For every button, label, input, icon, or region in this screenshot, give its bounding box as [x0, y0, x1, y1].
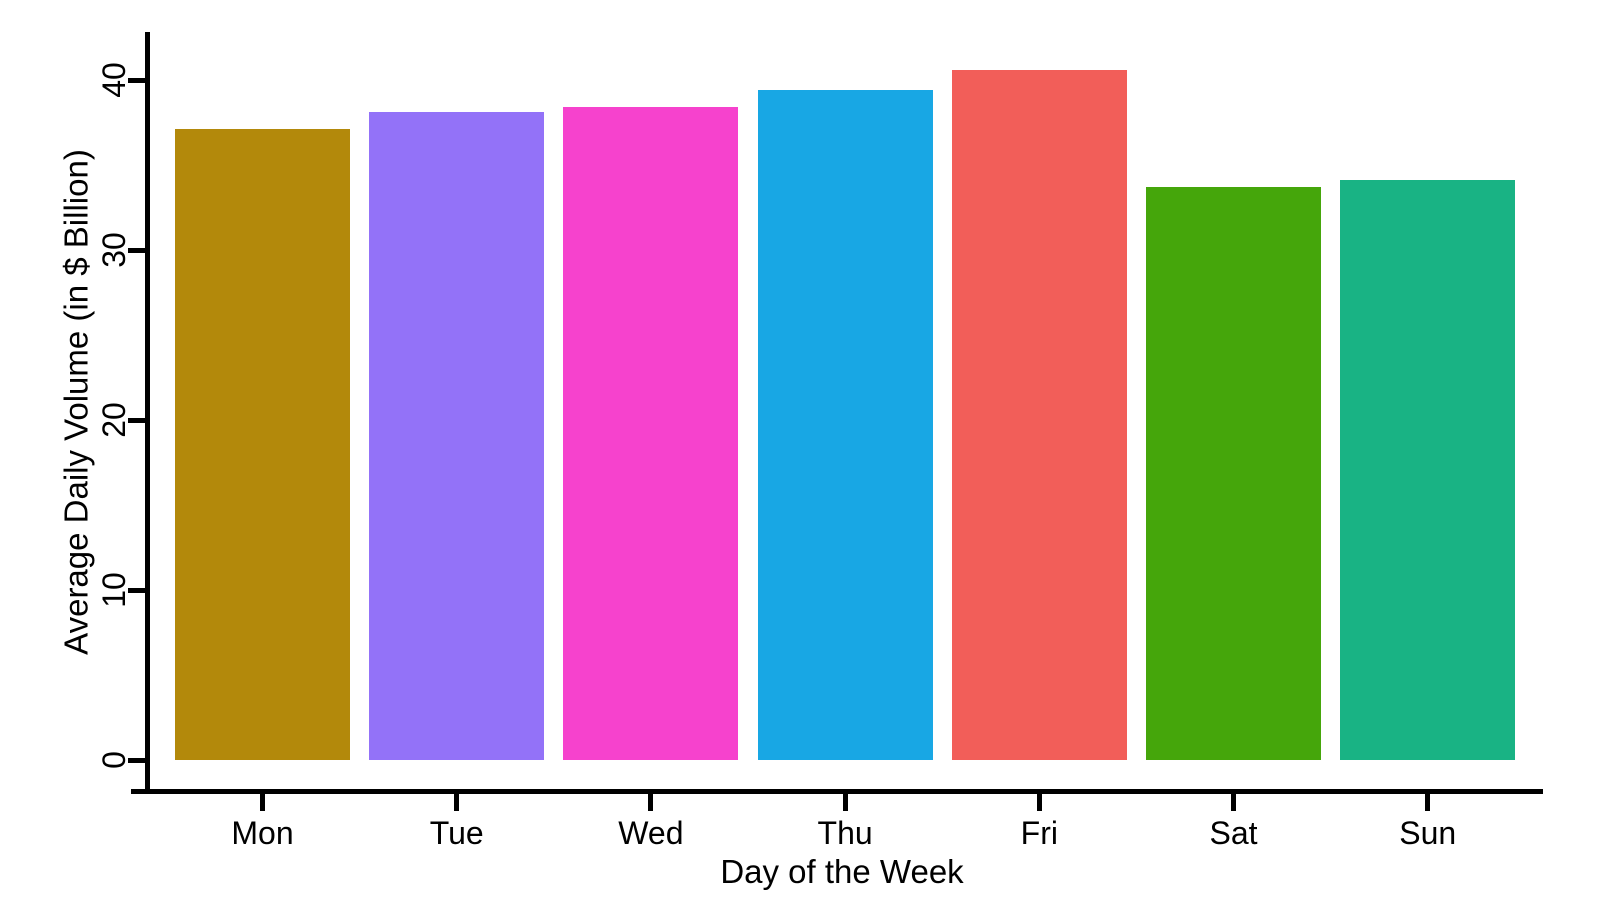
x-tick-mark-sat	[1231, 789, 1236, 811]
bar-sun	[1340, 180, 1516, 760]
y-tick-label-0: 0	[96, 751, 132, 769]
x-tick-label-fri: Fri	[1020, 815, 1058, 851]
bar-mon	[175, 129, 350, 760]
y-tick-label-30: 30	[96, 232, 132, 268]
x-tick-mark-tue	[454, 789, 460, 811]
y-tick-mark-40	[128, 77, 147, 83]
y-axis-line	[145, 32, 150, 794]
bar-tue	[369, 112, 545, 760]
y-tick-mark-0	[128, 757, 147, 763]
y-tick-label-10: 10	[96, 572, 132, 608]
x-axis-title: Day of the Week	[720, 853, 964, 890]
bar-wed	[563, 107, 739, 760]
y-tick-label-20: 20	[96, 402, 132, 438]
x-tick-label-sun: Sun	[1399, 815, 1457, 851]
bar-sat	[1146, 187, 1321, 760]
x-tick-label-sat: Sat	[1209, 815, 1258, 851]
x-axis-line	[131, 789, 1543, 794]
x-tick-label-tue: Tue	[429, 815, 484, 851]
y-tick-mark-30	[128, 247, 147, 253]
x-tick-label-mon: Mon	[231, 815, 294, 851]
x-tick-label-wed: Wed	[618, 815, 684, 851]
y-tick-mark-20	[128, 417, 147, 423]
bar-fri	[951, 69, 1127, 760]
x-tick-label-thu: Thu	[817, 815, 873, 851]
x-tick-mark-fri	[1036, 789, 1042, 811]
x-tick-mark-thu	[842, 789, 848, 811]
x-tick-mark-sun	[1425, 789, 1431, 811]
x-tick-mark-mon	[260, 789, 265, 811]
y-tick-label-40: 40	[96, 62, 132, 98]
bar-thu	[757, 90, 933, 760]
y-axis-title: Average Daily Volume (in $ Billion)	[57, 149, 95, 655]
x-tick-mark-wed	[648, 789, 654, 811]
y-tick-mark-10	[128, 587, 147, 593]
